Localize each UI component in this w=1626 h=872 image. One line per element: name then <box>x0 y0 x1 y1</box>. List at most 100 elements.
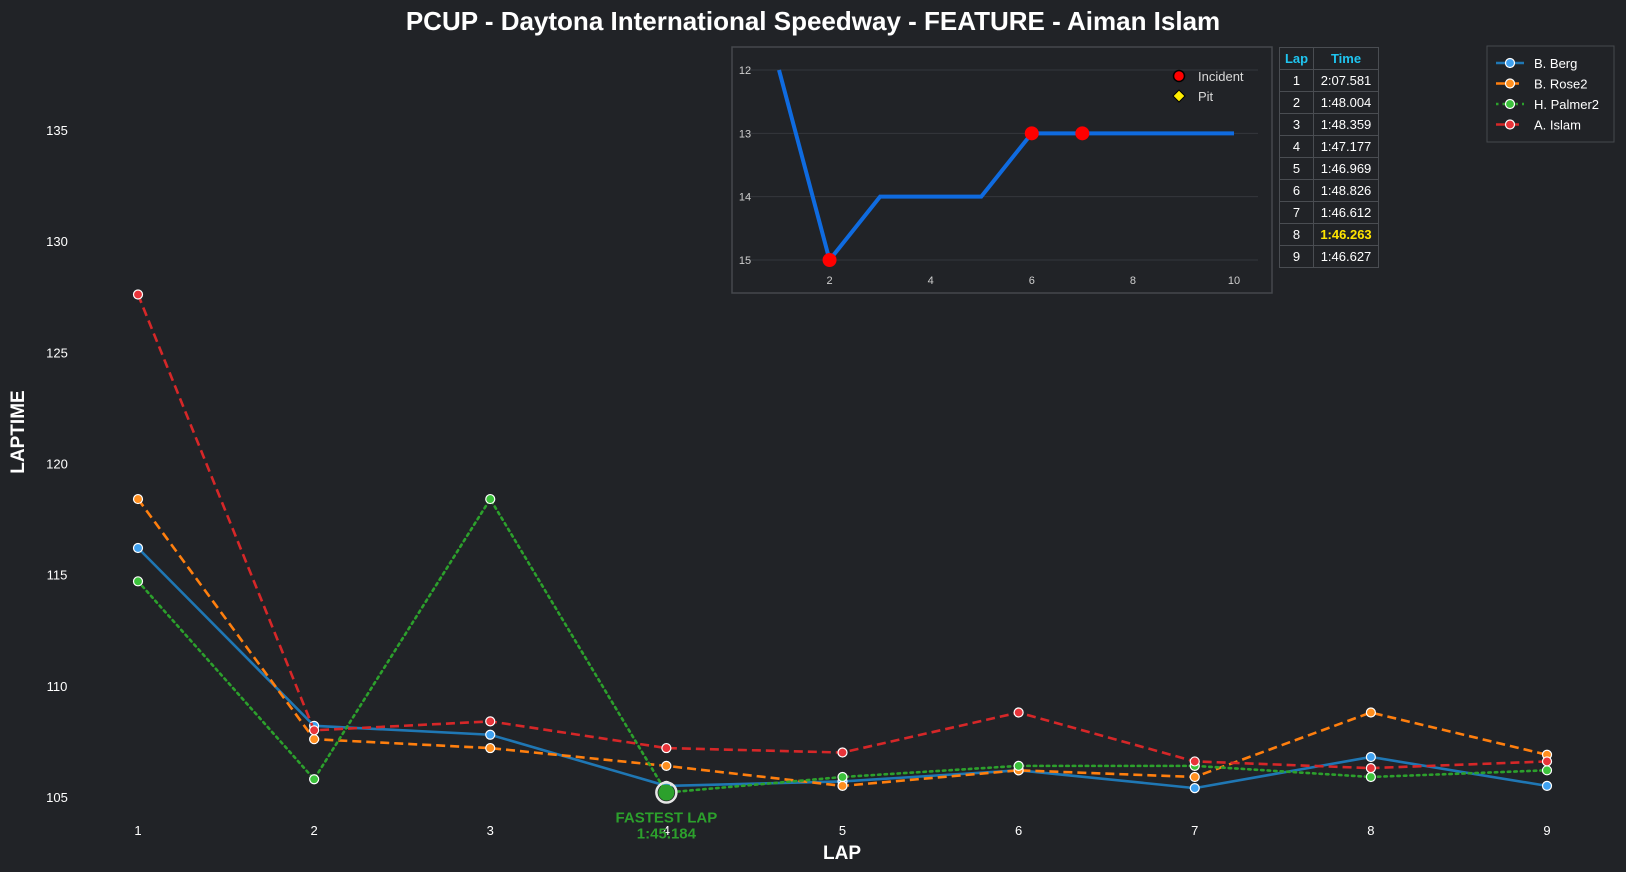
x-axis-ticks: 1 2 3 4 5 6 7 8 9 <box>134 823 1550 838</box>
table-header-row: Lap Time <box>1279 47 1379 70</box>
lap-time-cell: 1:46.612 <box>1313 201 1379 224</box>
inset-legend: Incident Pit <box>1172 69 1244 104</box>
pit-legend-label: Pit <box>1198 89 1214 104</box>
legend-items: B. Berg B. Rose2 H. Palmer2 A. Islam <box>1496 56 1599 133</box>
lap-number-cell: 9 <box>1279 245 1314 268</box>
incident-markers <box>822 126 1090 267</box>
inset-y-ticks: 12 13 14 15 <box>739 65 751 267</box>
legend-item: B. Rose2 <box>1496 77 1587 92</box>
y-axis-label: LAPTIME <box>8 390 29 473</box>
table-row: 1 2:07.581 <box>1279 69 1379 92</box>
pit-legend-icon <box>1172 89 1186 103</box>
series-a-islam <box>132 289 1553 774</box>
series-line <box>136 294 1548 770</box>
chart-title: PCUP - Daytona International Speedway - … <box>406 6 1220 36</box>
series-group <box>132 289 1553 798</box>
lap-table-body: 1 2:07.581 2 1:48.004 3 1:48.359 4 1:47.177 5 1:4… <box>1279 69 1379 268</box>
y-tick-label: 120 <box>46 457 68 472</box>
data-point <box>1189 756 1200 767</box>
table-row: 7 1:46.612 <box>1279 201 1379 224</box>
data-point <box>485 716 496 727</box>
lap-number-cell: 7 <box>1279 201 1314 224</box>
data-point <box>485 729 496 740</box>
series-b-rose2 <box>132 493 1553 791</box>
incident-marker <box>1024 126 1039 141</box>
fastest-lap-title: FASTEST LAP <box>616 810 718 827</box>
lap-time-cell: 1:48.826 <box>1313 179 1379 202</box>
x-tick-label: 6 <box>1015 823 1022 838</box>
data-point <box>1365 707 1376 718</box>
position-line <box>777 69 1234 265</box>
time-column-header: Time <box>1313 47 1379 70</box>
table-row: 6 1:48.826 <box>1279 179 1379 202</box>
inset-y-tick-label: 12 <box>739 65 751 77</box>
data-point <box>132 493 144 505</box>
inset-x-ticks: 2 4 6 8 10 <box>826 275 1240 287</box>
data-point <box>837 771 848 783</box>
data-point <box>661 742 672 754</box>
table-row: 4 1:47.177 <box>1279 135 1379 158</box>
data-point <box>485 493 496 505</box>
data-point <box>1365 751 1376 763</box>
y-axis-ticks: 105 110 115 120 125 130 135 <box>46 123 68 805</box>
table-row: 5 1:46.969 <box>1279 157 1379 180</box>
y-tick-label: 115 <box>47 568 68 583</box>
lap-times-table: Lap Time 1 2:07.581 2 1:48.004 3 1:48.359 4 1:4… <box>1279 47 1379 268</box>
data-point <box>837 780 848 791</box>
position-inset-chart: 12 13 14 15 2 4 6 8 10 Incident Pit <box>731 46 1273 294</box>
data-point <box>1013 760 1024 771</box>
x-axis-label: LAP <box>823 843 861 864</box>
data-point <box>309 774 320 785</box>
x-tick-label: 5 <box>839 823 846 838</box>
incident-legend-icon <box>1172 69 1186 83</box>
data-point <box>485 742 496 754</box>
lap-number-cell: 3 <box>1279 113 1314 136</box>
lap-time-cell: 1:46.627 <box>1313 245 1379 268</box>
lap-column-header: Lap <box>1279 47 1314 70</box>
incident-marker <box>822 253 837 267</box>
fastest-lap-time: 1:45.184 <box>637 826 697 843</box>
inset-x-tick-label: 6 <box>1029 275 1035 287</box>
data-point <box>132 576 144 587</box>
y-tick-label: 125 <box>46 345 68 360</box>
lap-number-cell: 4 <box>1279 135 1314 158</box>
x-tick-label: 4 <box>663 823 670 838</box>
legend-label: B. Berg <box>1534 56 1577 71</box>
legend-marker <box>1504 98 1516 110</box>
legend-label: A. Islam <box>1534 118 1581 133</box>
inset-x-tick-label: 4 <box>928 275 934 287</box>
inset-y-tick-label: 14 <box>739 192 751 204</box>
data-point <box>1189 771 1200 783</box>
series-line <box>136 498 1548 788</box>
y-tick-label: 110 <box>47 679 68 694</box>
lap-time-cell: 2:07.581 <box>1313 69 1379 92</box>
y-tick-label: 130 <box>46 234 68 249</box>
legend-item: H. Palmer2 <box>1496 97 1599 112</box>
incident-legend-label: Incident <box>1198 69 1244 84</box>
data-point <box>661 760 672 771</box>
lap-number-cell: 2 <box>1279 91 1314 114</box>
data-point <box>132 542 144 554</box>
fastest-lap-marker <box>655 781 678 804</box>
data-point <box>132 289 144 300</box>
x-tick-label: 9 <box>1543 823 1550 838</box>
lap-time-cell: 1:47.177 <box>1313 135 1379 158</box>
lap-number-cell: 6 <box>1279 179 1314 202</box>
table-row: 2 1:48.004 <box>1279 91 1379 114</box>
x-tick-label: 2 <box>311 823 318 838</box>
data-point <box>1541 780 1553 791</box>
x-tick-label: 8 <box>1367 823 1374 838</box>
table-row: 3 1:48.359 <box>1279 113 1379 136</box>
lap-time-cell: 1:48.359 <box>1313 113 1379 136</box>
data-point <box>1541 756 1553 767</box>
legend-marker <box>1504 57 1516 69</box>
data-point <box>1365 771 1376 783</box>
data-point <box>1013 707 1024 718</box>
best-lap-time-cell: 1:46.263 <box>1313 223 1379 246</box>
inset-x-tick-label: 10 <box>1228 275 1240 287</box>
data-point <box>309 734 320 745</box>
lap-number-cell: 8 <box>1279 223 1314 246</box>
data-point <box>1365 762 1376 774</box>
legend-marker <box>1504 119 1516 130</box>
data-point <box>1189 783 1200 794</box>
